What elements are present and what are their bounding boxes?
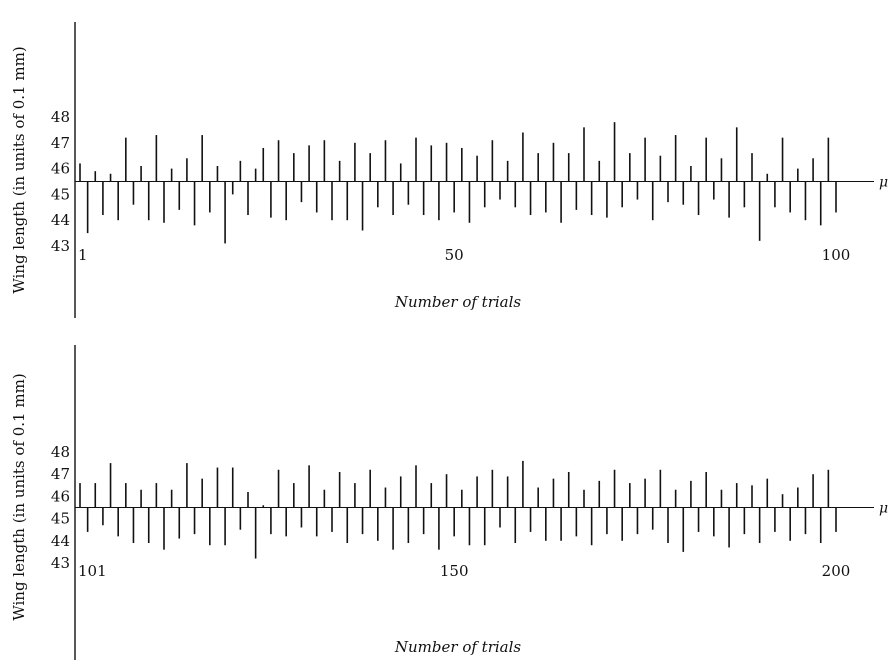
y-tick-label: 45 (51, 185, 70, 203)
chart-panel-bottom: μ 43 44 45 46 47 48 101 150 200 Number of trials Wi… (10, 345, 888, 660)
x-tick-label: 1 (78, 246, 88, 264)
y-tick-label: 44 (51, 532, 70, 550)
y-tick-label: 46 (51, 160, 70, 178)
y-tick-label: 44 (51, 211, 70, 229)
y-tick-label: 43 (51, 554, 70, 572)
x-tick-label: 50 (445, 246, 464, 264)
x-tick-label: 100 (822, 246, 851, 264)
y-axis-label: Wing length (in units of 0.1 mm) (10, 46, 28, 293)
y-tick-label: 47 (51, 465, 70, 483)
mean-label: μ (879, 175, 888, 191)
y-tick-label: 43 (51, 237, 70, 255)
y-tick-label: 46 (51, 487, 70, 505)
x-tick-label: 101 (78, 562, 107, 580)
y-tick-label: 45 (51, 510, 70, 528)
y-tick-label: 48 (51, 443, 70, 461)
mean-label: μ (879, 501, 888, 517)
y-tick-label: 47 (51, 134, 70, 152)
chart-panel-top: μ 43 44 45 46 47 48 1 50 100 Number of trials Wing … (10, 22, 888, 318)
x-axis-label: Number of trials (394, 293, 522, 311)
y-axis-label: Wing length (in units of 0.1 mm) (10, 373, 28, 620)
y-tick-label: 48 (51, 108, 70, 126)
x-axis-label: Number of trials (394, 638, 522, 656)
x-tick-label: 200 (822, 562, 851, 580)
x-tick-label: 150 (440, 562, 469, 580)
